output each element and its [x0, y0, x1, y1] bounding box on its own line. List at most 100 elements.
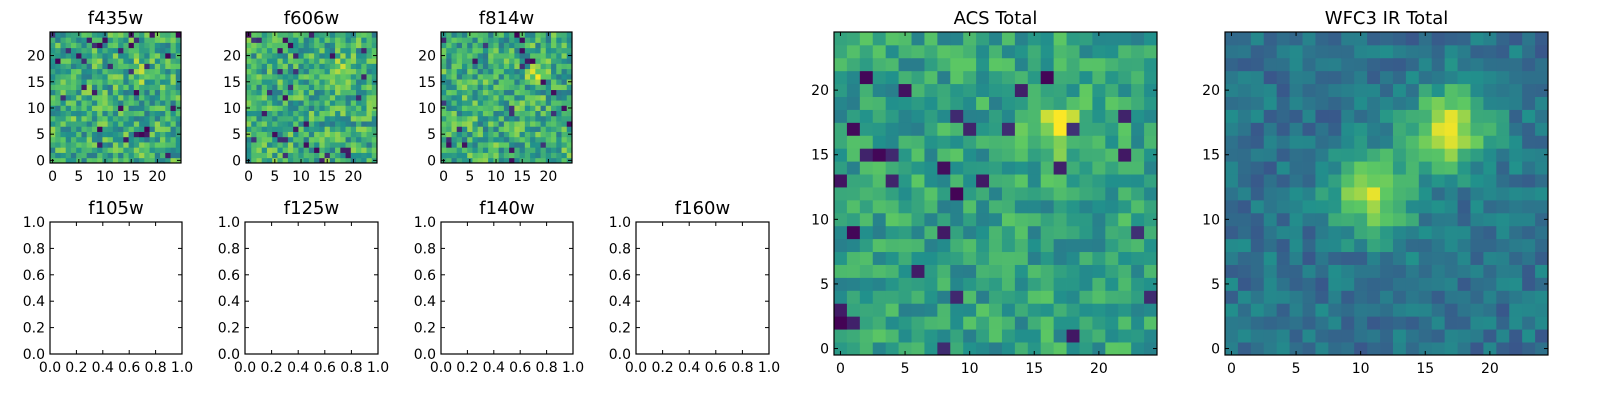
heatmap-cell — [456, 131, 463, 138]
heatmap-cell — [1302, 316, 1316, 330]
heatmap-cell — [308, 79, 315, 85]
heatmap-cell — [1131, 316, 1145, 330]
heatmap-cell — [1367, 44, 1381, 59]
heatmap-cell — [514, 115, 520, 122]
heatmap-cell — [1105, 342, 1119, 356]
heatmap-cell — [503, 100, 510, 106]
heatmap-cell — [1431, 161, 1446, 175]
y-tick-label: 0.4 — [414, 294, 436, 310]
heatmap-cell — [1302, 199, 1316, 214]
heatmap-cell — [251, 100, 257, 106]
heatmap-cell — [277, 142, 284, 148]
heatmap-cell — [524, 126, 531, 132]
heatmap-cell — [361, 100, 367, 106]
heatmap-cell — [924, 57, 938, 72]
heatmap-cell — [1225, 225, 1239, 240]
heatmap-cell — [298, 152, 305, 159]
heatmap-cell — [366, 126, 373, 132]
heatmap-cell — [1483, 212, 1497, 227]
heatmap-cell — [277, 79, 284, 85]
heatmap-cell — [1276, 238, 1290, 253]
y-tick-label: 10 — [1202, 212, 1220, 228]
heatmap-cell — [1535, 329, 1549, 343]
heatmap-cell — [488, 73, 494, 80]
heatmap-cell — [482, 105, 489, 111]
heatmap-cell — [165, 110, 171, 117]
heatmap-cell — [963, 290, 977, 304]
heatmap-cell — [1392, 57, 1407, 72]
heatmap-cell — [963, 174, 977, 188]
heatmap-cell — [1105, 316, 1119, 330]
heatmap-cell — [371, 110, 378, 117]
heatmap-cell — [139, 73, 145, 80]
heatmap-cell — [1263, 148, 1278, 162]
heatmap-cell — [566, 58, 573, 64]
heatmap-cell — [340, 94, 346, 101]
y-tick-label: 15 — [418, 75, 436, 91]
heatmap-cell — [335, 147, 341, 153]
heatmap-cell — [251, 73, 257, 80]
heatmap-cell — [1380, 329, 1394, 343]
heatmap-cell — [1237, 44, 1252, 59]
heatmap-cell — [519, 94, 526, 101]
heatmap-cell — [530, 42, 536, 49]
heatmap-cell — [514, 32, 520, 38]
heatmap-cell — [1027, 251, 1042, 265]
heatmap-cell — [1483, 290, 1497, 304]
heatmap-cell — [1535, 303, 1549, 317]
heatmap-cell — [361, 58, 367, 64]
heatmap-cell — [128, 126, 135, 132]
heatmap-cell — [97, 68, 103, 75]
heatmap-cell — [356, 58, 362, 64]
heatmap-cell — [535, 73, 541, 80]
heatmap-cell — [335, 142, 341, 148]
heatmap-cell — [472, 136, 479, 143]
heatmap-cell — [340, 32, 346, 38]
heatmap-cell — [545, 68, 552, 75]
heatmap-cell — [1014, 44, 1029, 59]
heatmap-cell — [86, 79, 93, 85]
heatmap-cell — [128, 94, 135, 101]
heatmap-cell — [319, 84, 325, 91]
heatmap-cell — [1092, 122, 1106, 136]
heatmap-cell — [86, 68, 93, 75]
heatmap-cell — [1431, 32, 1446, 46]
heatmap-cell — [1470, 225, 1484, 240]
heatmap-cell — [107, 147, 114, 153]
heatmap-cell — [266, 84, 273, 91]
heatmap-cell — [976, 187, 990, 201]
heatmap-cell — [846, 109, 861, 123]
heatmap-cell — [530, 147, 536, 153]
heatmap-cell — [1066, 161, 1080, 175]
heatmap-cell — [1315, 303, 1329, 317]
heatmap-cell — [885, 329, 899, 343]
heatmap-cell — [139, 58, 145, 64]
heatmap-cell — [175, 115, 182, 122]
heatmap-cell — [81, 68, 88, 75]
heatmap-cell — [91, 79, 98, 85]
heatmap-cell — [340, 126, 346, 132]
heatmap-cell — [498, 47, 505, 54]
heatmap-cell — [441, 68, 447, 75]
heatmap-cell — [287, 84, 294, 91]
heatmap-cell — [97, 42, 103, 49]
heatmap-cell — [256, 100, 263, 106]
heatmap-cell — [1405, 135, 1420, 149]
heatmap-cell — [1066, 251, 1080, 265]
heatmap-cell — [1535, 342, 1549, 356]
heatmap-cell — [1118, 290, 1132, 304]
heatmap-cell — [102, 37, 109, 43]
x-tick-label: 0.4 — [483, 360, 505, 376]
heatmap-cells — [1225, 32, 1549, 356]
heatmap-cell — [461, 147, 468, 153]
heatmap-cell — [911, 187, 925, 201]
heatmap-cell — [102, 142, 109, 148]
heatmap-cell — [361, 115, 367, 122]
heatmap-cell — [1289, 135, 1303, 149]
heatmap-cell — [1302, 303, 1316, 317]
heatmap-cell — [81, 136, 88, 143]
heatmap-cell — [287, 63, 294, 70]
heatmap-cell — [1315, 135, 1329, 149]
heatmap-cell — [1289, 32, 1303, 46]
heatmap-cell — [1040, 187, 1055, 201]
